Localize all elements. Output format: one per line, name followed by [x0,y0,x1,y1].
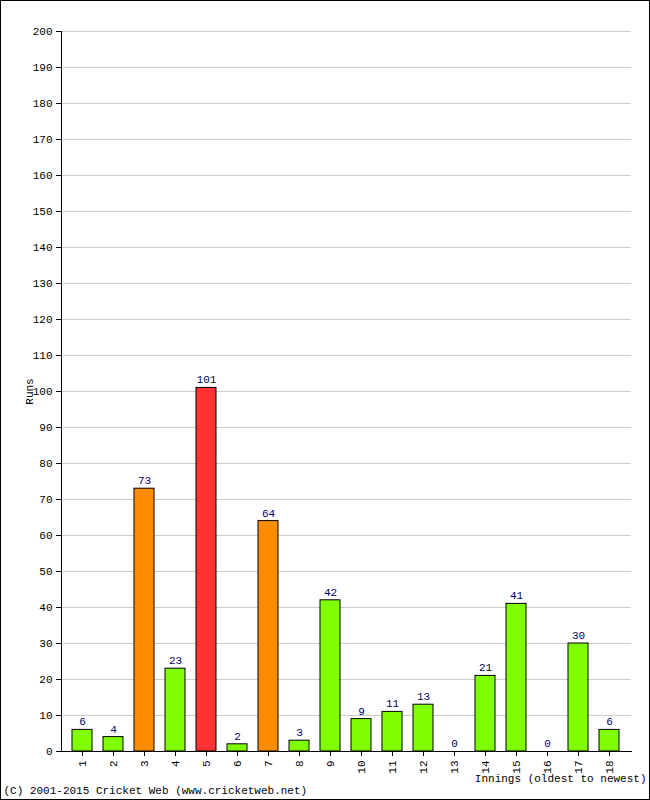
svg-text:20: 20 [39,674,52,686]
svg-text:2: 2 [234,731,241,743]
svg-text:73: 73 [138,475,151,487]
svg-text:30: 30 [572,630,585,642]
svg-text:(C) 2001-2015 Cricket Web (www: (C) 2001-2015 Cricket Web (www.cricketwe… [4,785,308,797]
svg-text:150: 150 [33,206,53,218]
svg-text:23: 23 [169,655,182,667]
svg-text:180: 180 [33,98,53,110]
svg-text:200: 200 [33,26,53,38]
svg-text:3: 3 [296,727,303,739]
svg-text:1: 1 [77,760,89,767]
svg-text:6: 6 [606,716,613,728]
svg-text:8: 8 [294,761,306,768]
svg-text:70: 70 [39,494,52,506]
svg-text:0: 0 [46,746,53,758]
svg-text:14: 14 [480,760,492,774]
svg-text:100: 100 [32,386,53,398]
svg-text:17: 17 [573,760,585,774]
svg-text:160: 160 [33,170,53,182]
svg-text:60: 60 [39,530,52,542]
svg-text:190: 190 [33,62,53,74]
svg-text:0: 0 [451,738,458,750]
svg-text:120: 120 [33,314,53,326]
svg-text:0: 0 [544,738,551,750]
svg-text:6: 6 [79,716,86,728]
svg-text:41: 41 [510,590,524,602]
svg-text:12: 12 [418,761,430,774]
svg-text:5: 5 [201,761,213,768]
svg-text:80: 80 [39,458,52,470]
svg-text:13: 13 [449,761,461,774]
svg-text:Innings (oldest to newest): Innings (oldest to newest) [475,773,647,785]
svg-text:9: 9 [358,706,365,718]
svg-text:4: 4 [170,760,182,767]
svg-text:10: 10 [356,761,368,774]
svg-text:18: 18 [604,760,616,774]
svg-text:10: 10 [39,710,52,722]
svg-text:110: 110 [33,350,53,362]
svg-text:2: 2 [108,761,120,768]
svg-text:Runs: Runs [24,378,36,404]
svg-text:11: 11 [387,760,399,774]
svg-text:3: 3 [139,761,151,768]
svg-text:140: 140 [33,242,53,254]
svg-text:6: 6 [232,761,244,768]
svg-text:130: 130 [33,278,53,290]
svg-text:15: 15 [511,760,523,774]
svg-text:170: 170 [33,134,53,146]
svg-text:90: 90 [39,422,52,434]
svg-text:9: 9 [325,761,337,768]
svg-text:11: 11 [386,698,400,710]
svg-text:40: 40 [39,602,52,614]
svg-text:4: 4 [110,724,117,736]
svg-text:30: 30 [39,638,52,650]
svg-text:13: 13 [417,691,430,703]
svg-text:101: 101 [197,374,217,386]
svg-text:16: 16 [542,760,554,774]
svg-text:21: 21 [479,662,493,674]
svg-text:50: 50 [39,566,52,578]
svg-text:7: 7 [263,761,275,768]
svg-text:42: 42 [324,587,337,599]
svg-text:64: 64 [262,508,276,520]
